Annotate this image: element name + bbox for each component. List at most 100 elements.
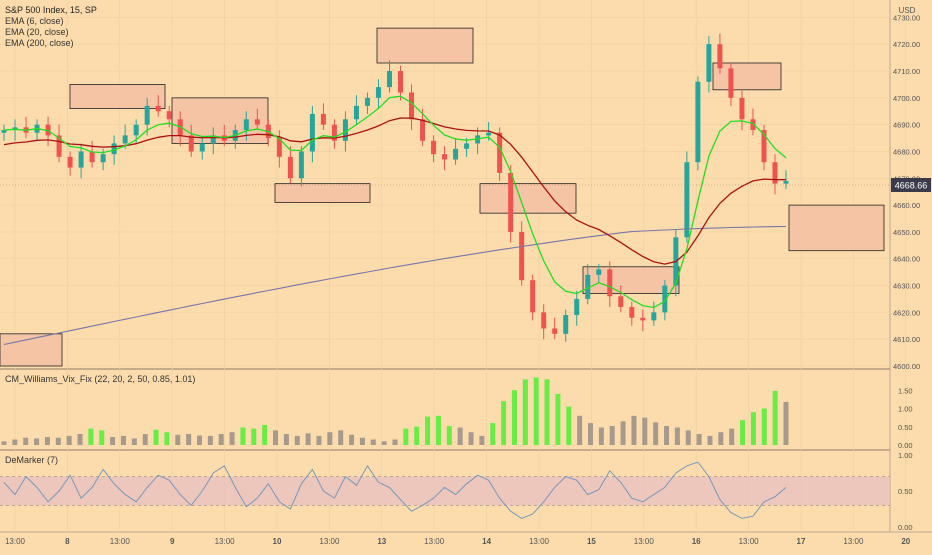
vix-fix-bar: [338, 430, 344, 445]
candle-body: [243, 119, 249, 131]
vix-fix-bar: [251, 428, 257, 445]
vix-fix-bar: [381, 441, 387, 445]
candle-body: [464, 143, 470, 149]
vix-fix-bar: [305, 433, 311, 445]
candle-body: [651, 312, 657, 321]
vix-fix-bar: [229, 432, 235, 445]
time-tick-label: 15: [587, 537, 596, 546]
candle-body: [111, 143, 117, 155]
vix-fix-bar: [294, 435, 300, 445]
vix-fix-bar: [142, 434, 148, 445]
legend-ema6: EMA (6, close): [5, 16, 64, 26]
last-price-badge: [891, 178, 931, 192]
zone-box: [479, 183, 577, 214]
vix-fix-bar: [468, 432, 474, 445]
candle-body: [364, 97, 370, 106]
vix-fix-bar: [750, 412, 756, 445]
vix-fix-bar: [435, 415, 441, 445]
vix-fix-bar: [740, 420, 746, 445]
candle-body: [166, 111, 172, 120]
vix-fix-bar: [533, 377, 539, 445]
vix-fix-bar: [392, 439, 398, 445]
vix-fix-bar: [609, 426, 615, 445]
vix-fix-bar: [153, 429, 159, 445]
price-axis: 4600.00 4610.00 4620.00 4630.00 4640.00 4650.…: [893, 13, 920, 532]
time-tick-label: 14: [482, 537, 491, 546]
time-tick-label: 20: [901, 537, 910, 546]
zone-box: [171, 97, 269, 144]
candle-body: [67, 156, 73, 168]
vix-fix-bar: [403, 428, 409, 445]
demarker-line: [3, 461, 787, 519]
candle-body: [772, 162, 778, 184]
vix-tick-label: 1.50: [898, 386, 913, 395]
time-tick-label: 13:00: [5, 537, 26, 546]
time-tick-label: 13: [377, 537, 386, 546]
candle-body: [442, 154, 448, 160]
vix-fix-bar: [772, 390, 778, 445]
price-tick-label: 4650.00: [893, 228, 920, 237]
time-tick-label: 13:00: [529, 537, 550, 546]
candle-body: [254, 119, 260, 125]
time-tick-label: 17: [797, 537, 806, 546]
vix-fix-bar: [620, 421, 626, 445]
candle-body: [78, 151, 84, 168]
demarker-tick-label: 1.00: [898, 451, 913, 460]
candle-body: [320, 113, 326, 125]
price-tick-label: 4680.00: [893, 147, 920, 156]
candle-body: [519, 231, 525, 281]
vix-fix-bar: [490, 423, 496, 445]
ema200-line: [3, 225, 787, 346]
candle-body: [276, 138, 282, 157]
candle-body: [89, 151, 95, 163]
vix-fix-bar: [479, 435, 485, 445]
candle-body: [298, 151, 304, 179]
vix-fix-title: CM_Williams_Vix_Fix (22, 20, 2, 50, 0.85…: [5, 374, 195, 384]
candle-body: [486, 132, 492, 136]
candle-body: [750, 119, 756, 131]
currency-label: USD: [899, 6, 916, 15]
price-tick-label: 4630.00: [893, 282, 920, 291]
demarker-panel: [0, 461, 890, 519]
candle-body: [684, 162, 690, 238]
price-tick-label: 4600.00: [893, 362, 920, 371]
legend-ema20: EMA (20, close): [5, 27, 69, 37]
candle-body: [375, 87, 381, 98]
candle-body: [331, 124, 337, 141]
candle-body: [761, 130, 767, 163]
ema6-line: [3, 95, 787, 309]
vix-fix-bar: [653, 422, 659, 445]
candle-body: [199, 143, 205, 152]
vix-fix-bar: [218, 434, 224, 445]
vix-fix-bar: [501, 401, 507, 445]
zone-box: [274, 183, 371, 203]
time-tick-label: 8: [65, 537, 70, 546]
candle-body: [618, 296, 624, 308]
vix-fix-bar: [349, 434, 355, 445]
vix-fix-bar: [44, 436, 50, 445]
vix-fix-bar: [77, 434, 83, 445]
demarker-tick-label: 0.00: [898, 523, 913, 532]
candle-body: [717, 44, 723, 69]
vix-fix-bar: [207, 435, 213, 445]
vix-fix-bar: [186, 434, 192, 445]
vix-fix-bar: [761, 408, 767, 445]
candle-body: [133, 124, 139, 136]
time-tick-label: 13:00: [843, 537, 864, 546]
price-tick-label: 4730.00: [893, 13, 920, 22]
last-price-label: 4668.66: [895, 181, 928, 191]
vix-fix-bar: [598, 427, 604, 445]
price-tick-label: 4640.00: [893, 255, 920, 264]
vix-fix-bar: [446, 426, 452, 445]
vix-fix-bar: [696, 434, 702, 445]
vix-fix-bar: [511, 390, 517, 445]
candle-body: [607, 269, 613, 297]
zone-box: [712, 62, 782, 91]
time-tick-label: 13:00: [215, 537, 236, 546]
zone-box: [0, 333, 63, 367]
vix-fix-bar: [131, 438, 137, 445]
candle-body: [574, 298, 580, 316]
ema-lines: [3, 95, 787, 346]
vix-fix-bar: [120, 435, 126, 445]
